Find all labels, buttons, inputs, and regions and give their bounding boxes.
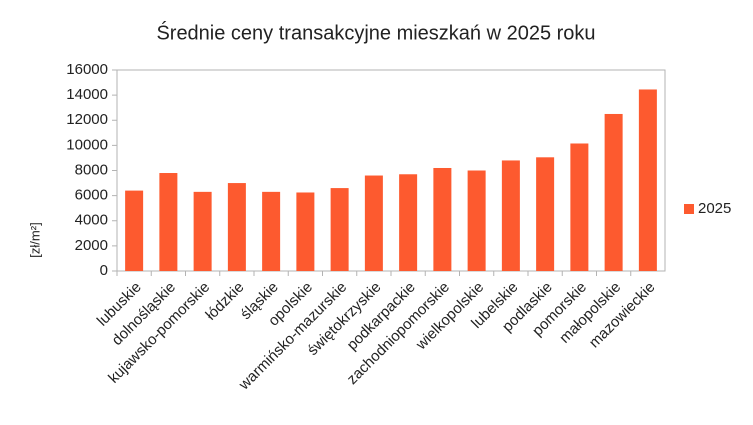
- bar: [125, 190, 144, 271]
- y-tick-label: 0: [100, 262, 108, 279]
- bar: [227, 183, 246, 271]
- bar: [159, 173, 178, 271]
- y-tick-label: 8000: [75, 161, 108, 178]
- bar: [501, 160, 520, 271]
- y-tick-label: 14000: [66, 86, 108, 103]
- bar: [570, 143, 589, 271]
- bar: [399, 174, 418, 271]
- bar: [604, 113, 623, 271]
- y-tick-label: 2000: [75, 237, 108, 254]
- y-axis-label: [zł/m²]: [27, 222, 42, 257]
- bar: [193, 191, 212, 271]
- bar: [262, 191, 281, 271]
- y-tick-label: 16000: [66, 61, 108, 78]
- bar: [296, 192, 315, 271]
- bar: [364, 175, 383, 271]
- y-tick-label: 12000: [66, 111, 108, 128]
- legend-label: 2025: [698, 200, 731, 217]
- legend-swatch: [684, 204, 694, 214]
- chart-title: Średnie ceny transakcyjne mieszkań w 202…: [156, 20, 595, 44]
- y-tick-label: 10000: [66, 136, 108, 153]
- bar: [467, 170, 486, 271]
- y-tick-label: 6000: [75, 187, 108, 204]
- y-tick-label: 4000: [75, 212, 108, 229]
- bar: [433, 167, 452, 271]
- bar: [638, 89, 657, 271]
- bar: [536, 157, 555, 271]
- bar: [330, 188, 349, 271]
